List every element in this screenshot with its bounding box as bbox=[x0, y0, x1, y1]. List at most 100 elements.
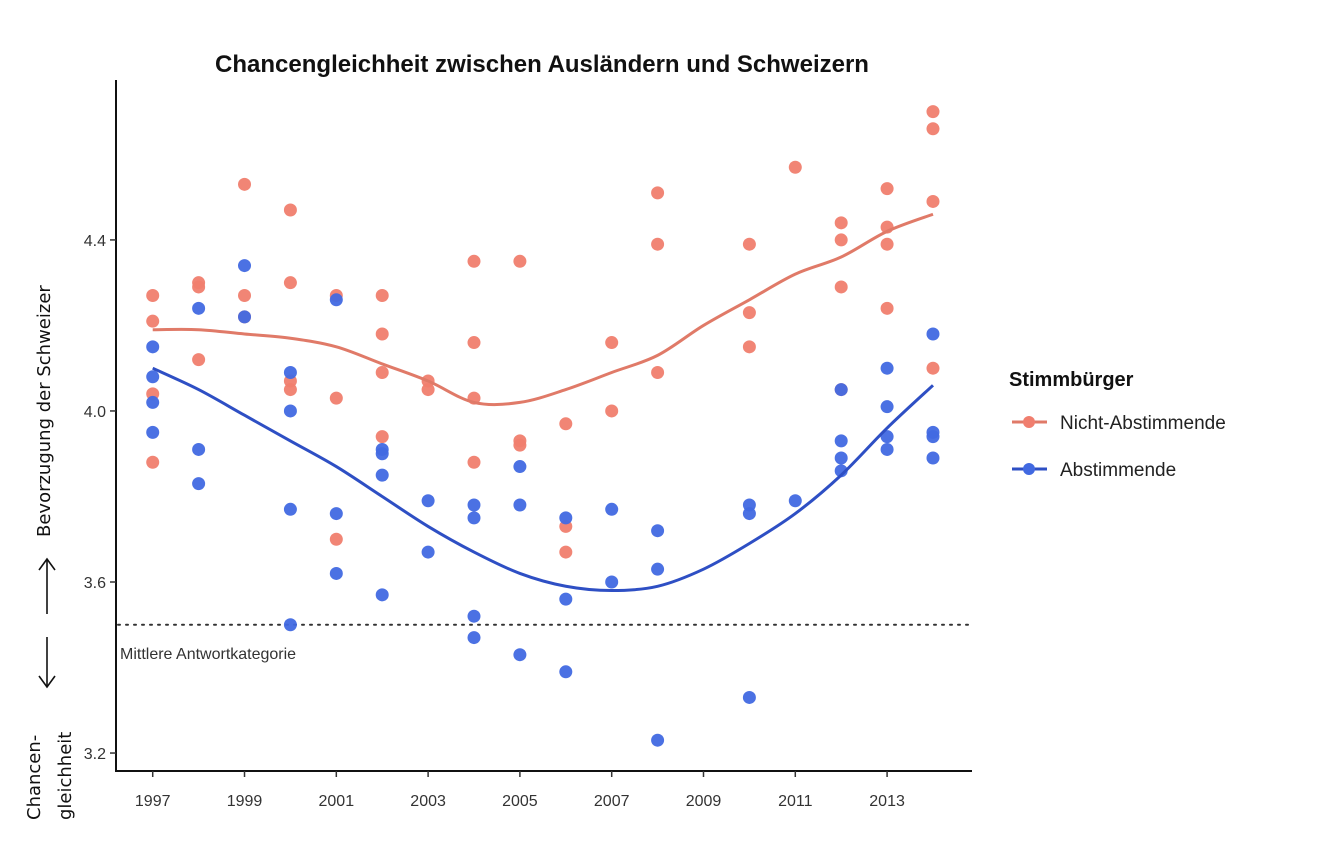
data-point bbox=[742, 340, 756, 354]
data-point bbox=[375, 289, 389, 303]
x-tick-label: 2001 bbox=[319, 793, 355, 810]
data-point bbox=[926, 194, 940, 208]
data-point bbox=[329, 532, 343, 546]
data-point bbox=[880, 442, 894, 456]
data-point bbox=[559, 545, 573, 559]
data-point bbox=[926, 451, 940, 465]
data-point bbox=[375, 447, 389, 461]
data-point bbox=[651, 524, 665, 538]
data-point bbox=[834, 451, 848, 465]
data-point bbox=[283, 618, 297, 632]
x-tick-label: 2005 bbox=[502, 793, 538, 810]
data-point bbox=[926, 105, 940, 119]
data-point bbox=[146, 340, 160, 354]
data-point bbox=[375, 365, 389, 379]
data-point bbox=[651, 186, 665, 200]
smooth-line-nicht-abstimmende bbox=[152, 212, 934, 407]
data-point bbox=[742, 237, 756, 251]
data-point bbox=[605, 336, 619, 350]
data-point bbox=[926, 430, 940, 444]
data-point bbox=[329, 507, 343, 521]
data-point bbox=[513, 498, 527, 512]
x-tick-label: 2003 bbox=[410, 793, 446, 810]
data-point bbox=[834, 383, 848, 397]
data-point bbox=[651, 562, 665, 576]
x-tick-label: 2013 bbox=[869, 793, 905, 810]
data-point bbox=[605, 502, 619, 516]
series-points-nicht-abstimmende bbox=[146, 105, 940, 559]
side-annotations: Bevorzugung der Schweizer Chancen- gleic… bbox=[24, 285, 76, 820]
data-point bbox=[283, 383, 297, 397]
data-point bbox=[467, 254, 481, 268]
data-point bbox=[238, 310, 252, 324]
data-point bbox=[146, 425, 160, 439]
legend-entry-abstimmende: Abstimmende bbox=[1012, 460, 1176, 481]
data-point bbox=[605, 404, 619, 418]
legend-title: Stimmbürger bbox=[1009, 369, 1134, 391]
data-point bbox=[146, 289, 160, 303]
x-axis-ticks: 1997 1999 2001 2003 2005 2007 2009 2011 2013 bbox=[135, 771, 905, 810]
data-point bbox=[926, 361, 940, 375]
data-point bbox=[605, 575, 619, 589]
data-point bbox=[651, 365, 665, 379]
data-point bbox=[192, 280, 206, 294]
data-point bbox=[513, 648, 527, 662]
data-point bbox=[421, 383, 435, 397]
legend-key-point-nicht-abstimmende bbox=[1023, 416, 1035, 428]
legend-label-abstimmende: Abstimmende bbox=[1060, 460, 1176, 481]
side-label-lower-line1: Chancen- bbox=[24, 735, 45, 820]
data-point bbox=[467, 609, 481, 623]
data-point bbox=[651, 237, 665, 251]
data-point bbox=[834, 233, 848, 247]
data-point bbox=[834, 434, 848, 448]
y-axis-ticks: 3.2 3.6 4.0 4.4 bbox=[84, 233, 116, 763]
y-tick-label: 3.2 bbox=[84, 746, 106, 763]
legend: Stimmbürger Nicht-Abstimmende Abstimmend… bbox=[1009, 369, 1226, 481]
data-point bbox=[834, 216, 848, 230]
data-point bbox=[421, 494, 435, 508]
data-point bbox=[559, 417, 573, 431]
smooth-line-abstimmende bbox=[152, 366, 935, 593]
data-point bbox=[926, 122, 940, 136]
data-point bbox=[880, 400, 894, 414]
data-point bbox=[146, 370, 160, 384]
data-point bbox=[926, 327, 940, 341]
legend-label-nicht-abstimmende: Nicht-Abstimmende bbox=[1060, 413, 1226, 434]
data-point bbox=[834, 280, 848, 294]
data-point bbox=[192, 301, 206, 315]
side-label-upper: Bevorzugung der Schweizer bbox=[34, 285, 55, 537]
smooth-lines bbox=[152, 212, 935, 593]
data-points bbox=[146, 105, 940, 747]
y-tick-label: 3.6 bbox=[84, 575, 106, 592]
data-point bbox=[742, 507, 756, 521]
y-tick-label: 4.0 bbox=[84, 404, 106, 421]
data-point bbox=[467, 455, 481, 469]
legend-key-point-abstimmende bbox=[1023, 463, 1035, 475]
data-point bbox=[788, 494, 802, 508]
data-point bbox=[880, 361, 894, 375]
data-point bbox=[788, 160, 802, 174]
data-point bbox=[329, 293, 343, 307]
data-point bbox=[283, 502, 297, 516]
data-point bbox=[559, 592, 573, 606]
x-tick-label: 2011 bbox=[778, 793, 813, 810]
data-point bbox=[192, 353, 206, 367]
data-point bbox=[329, 566, 343, 580]
data-point bbox=[238, 177, 252, 191]
data-point bbox=[238, 259, 252, 273]
data-point bbox=[421, 545, 435, 559]
x-tick-label: 1999 bbox=[227, 793, 263, 810]
data-point bbox=[467, 498, 481, 512]
data-point bbox=[467, 631, 481, 645]
data-point bbox=[238, 289, 252, 303]
x-tick-label: 2007 bbox=[594, 793, 630, 810]
data-point bbox=[880, 301, 894, 315]
data-point bbox=[375, 588, 389, 602]
data-point bbox=[742, 690, 756, 704]
data-point bbox=[742, 306, 756, 320]
side-label-lower-line2: gleichheit bbox=[55, 732, 76, 820]
data-point bbox=[559, 511, 573, 525]
up-arrow-icon bbox=[38, 557, 56, 614]
y-tick-label: 4.4 bbox=[84, 233, 106, 250]
